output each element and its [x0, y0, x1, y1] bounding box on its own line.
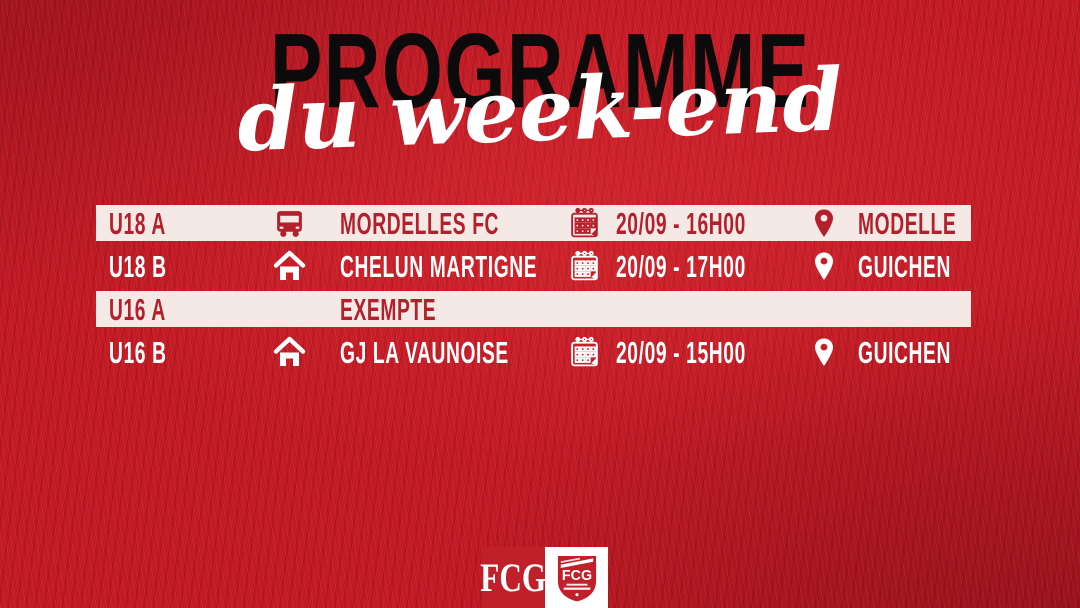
table-row: U16 B GJ LA VAUNOISE 20/09 - 15H00 GUICH… [96, 334, 971, 370]
crest-label: FCG [561, 567, 591, 583]
table-row: U16 A EXEMPTE [96, 291, 971, 327]
datetime-label: 20/09 - 17H00 [616, 248, 746, 284]
location-cell: GUICHEN [858, 251, 1008, 282]
location-cell: MODELLE [858, 208, 1017, 239]
team-label: U16 B [109, 334, 167, 370]
location-label: GUICHEN [858, 248, 951, 284]
home-icon [273, 336, 305, 366]
date-icon-cell [554, 249, 614, 284]
opponent-label: MORDELLES FC [340, 205, 500, 241]
opponent-cell: GJ LA VAUNOISE [329, 337, 554, 368]
table-row: U18 B CHELUN MARTIGNE 20/09 - 17H00 GUIC… [96, 248, 971, 284]
team-label: U16 A [109, 291, 166, 327]
place-icon-cell [789, 251, 858, 282]
date-icon-cell [554, 206, 614, 241]
opponent-cell: MORDELLES FC [329, 208, 554, 239]
team-cell: U18 B [109, 251, 249, 282]
location-pin-icon [814, 338, 833, 366]
opponent-label: CHELUN MARTIGNE [340, 248, 538, 284]
opponent-cell: EXEMPTE [329, 294, 554, 325]
schedule-table: U18 A MORDELLES FC 20/09 - 16H00 MODELLE… [96, 205, 971, 377]
venue-cell [249, 249, 329, 283]
calendar-icon [570, 336, 598, 366]
datetime-label: 20/09 - 15H00 [616, 334, 746, 370]
fcg-crest-icon: FCG [557, 555, 596, 601]
opponent-label: GJ LA VAUNOISE [340, 334, 509, 370]
footer-logos: FCG FCG [480, 547, 608, 608]
datetime-cell: 20/09 - 16H00 [614, 208, 789, 239]
datetime-cell: 20/09 - 15H00 [614, 337, 789, 368]
location-pin-icon [814, 209, 833, 237]
place-icon-cell [789, 337, 858, 368]
fcg-wordmark-block: FCG [480, 547, 547, 608]
datetime-label: 20/09 - 16H00 [616, 205, 746, 241]
team-cell: U16 A [109, 294, 249, 325]
page-title: PROGRAMME [0, 18, 1080, 124]
opponent-label: EXEMPTE [340, 291, 437, 327]
calendar-icon [570, 250, 598, 280]
opponent-cell: CHELUN MARTIGNE [329, 251, 554, 282]
team-cell: U18 A [109, 208, 249, 239]
location-cell: GUICHEN [858, 337, 1008, 368]
location-label: MODELLE [858, 205, 957, 241]
datetime-cell: 20/09 - 17H00 [614, 251, 789, 282]
calendar-icon [570, 207, 598, 237]
fcg-crest-block: FCG [545, 547, 608, 608]
location-cell [858, 300, 971, 318]
venue-cell [249, 207, 329, 240]
team-cell: U16 B [109, 337, 249, 368]
team-label: U18 A [109, 205, 166, 241]
team-label: U18 B [109, 248, 167, 284]
bus-icon [276, 210, 302, 237]
location-pin-icon [814, 252, 833, 280]
fcg-wordmark: FCG [480, 555, 547, 600]
venue-cell [249, 335, 329, 369]
location-label: GUICHEN [858, 334, 951, 370]
home-icon [273, 250, 305, 280]
page-title-text: PROGRAMME [269, 12, 811, 130]
table-row: U18 A MORDELLES FC 20/09 - 16H00 MODELLE [96, 205, 971, 241]
place-icon-cell [789, 208, 858, 239]
date-icon-cell [554, 335, 614, 370]
